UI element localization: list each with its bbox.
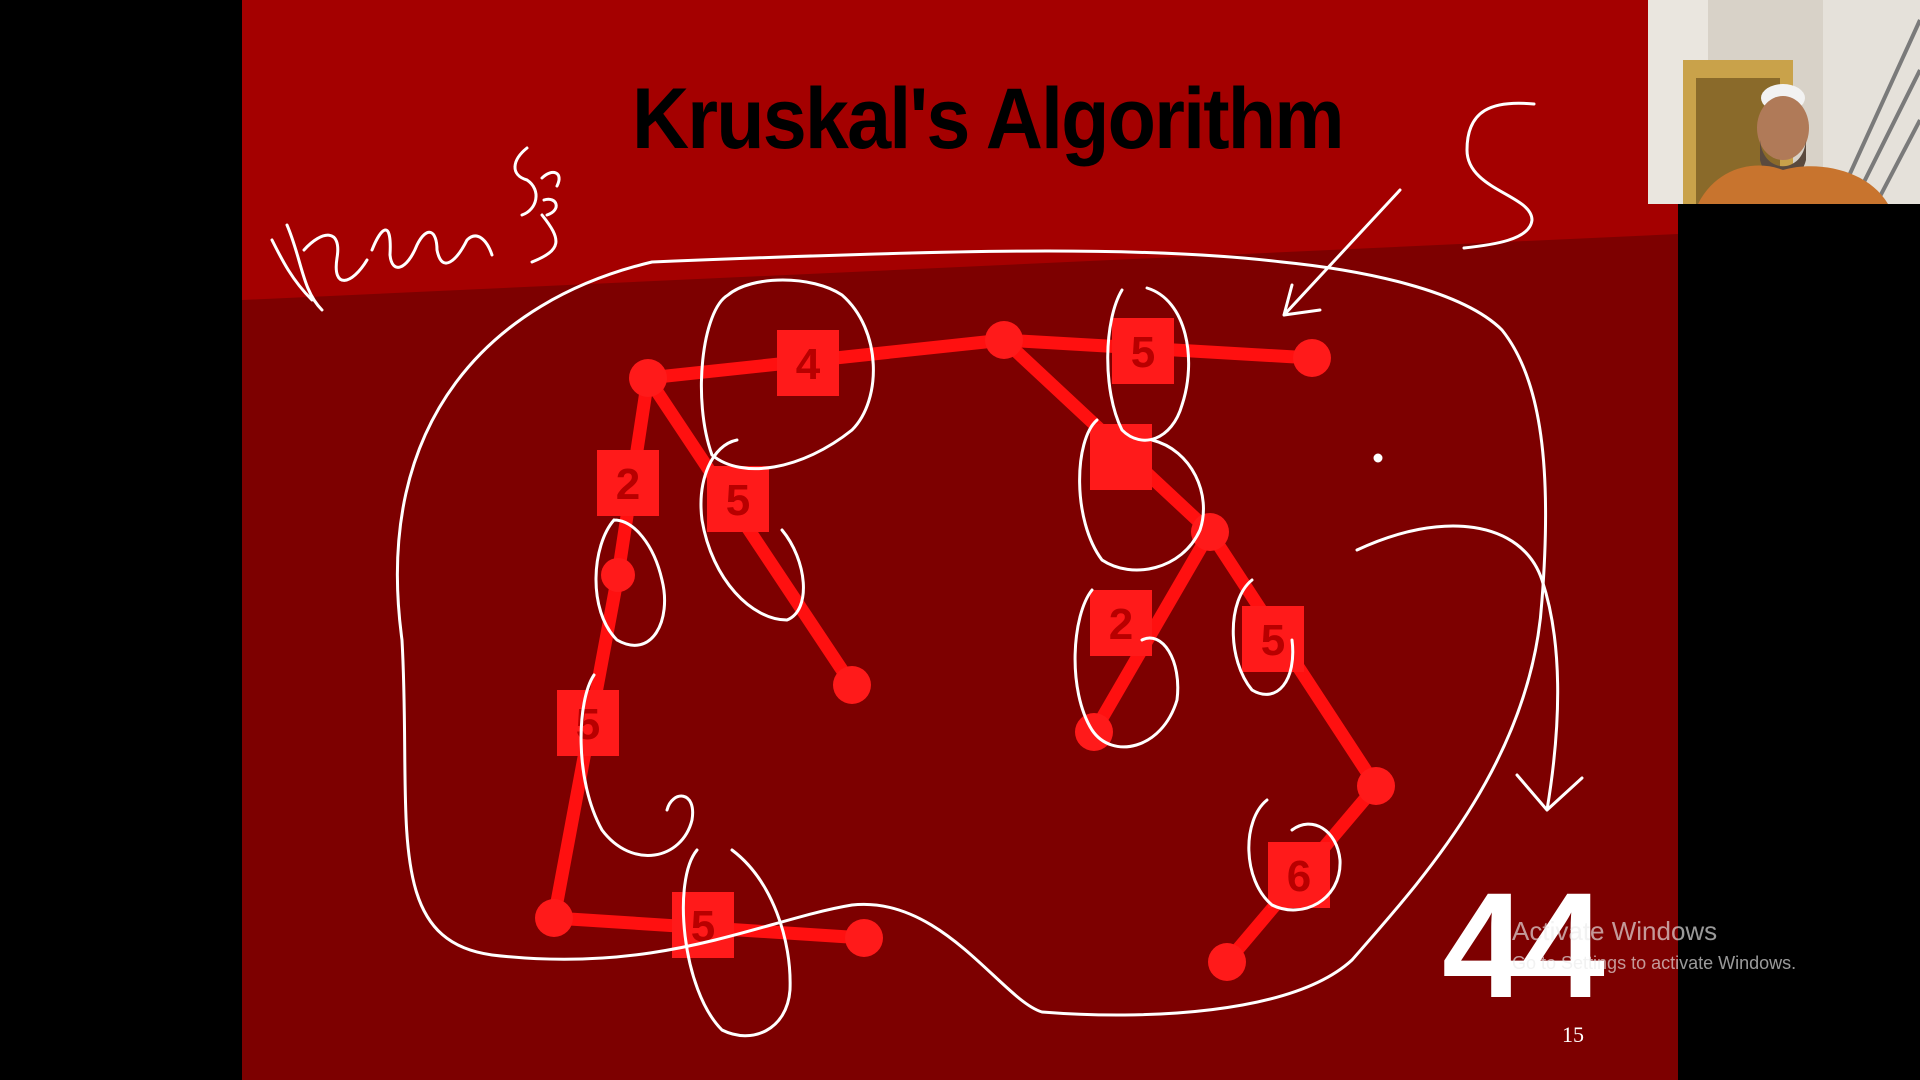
edge-weight-label: 4 bbox=[796, 340, 821, 389]
ink-circle bbox=[1106, 286, 1191, 442]
ink-circle bbox=[681, 848, 792, 1038]
slide-big-number: 44 bbox=[1442, 861, 1605, 1029]
ink-circle bbox=[1247, 798, 1342, 912]
edge-weight-label: 2 bbox=[616, 460, 640, 509]
graph-node bbox=[845, 919, 883, 957]
edge-weight-label: 5 bbox=[576, 700, 600, 749]
edge-weight-label: 5 bbox=[726, 476, 750, 525]
edge-weight-box bbox=[1268, 842, 1330, 908]
graph-node bbox=[833, 666, 871, 704]
ink-annotations bbox=[270, 101, 1584, 1038]
graph-node bbox=[1191, 513, 1229, 551]
ink-scribble bbox=[530, 213, 558, 264]
edge-weight-label: 5 bbox=[1131, 328, 1155, 377]
ink-circle bbox=[1231, 578, 1295, 696]
edge-weight-box bbox=[777, 330, 839, 396]
ink-circle bbox=[1073, 588, 1180, 749]
ink-circle bbox=[1078, 418, 1205, 572]
edge-weight-box bbox=[707, 466, 769, 532]
graph-node bbox=[985, 321, 1023, 359]
watermark-subtitle: Go to Settings to activate Windows. bbox=[1512, 953, 1797, 973]
ink-circle bbox=[579, 673, 695, 857]
ink-circle bbox=[699, 278, 875, 471]
graph-diagram: 4 5 2 5 5 5 2 5 6 bbox=[270, 101, 1584, 1038]
ink-outer-loop bbox=[396, 249, 1548, 1017]
watermark-title: Activate Windows bbox=[1512, 916, 1718, 946]
graph-node bbox=[1208, 943, 1246, 981]
person-webcam-icon bbox=[1648, 0, 1920, 204]
ink-circle bbox=[699, 438, 805, 622]
ink-scribble bbox=[270, 223, 494, 312]
graph-node bbox=[629, 359, 667, 397]
edge-weight-box bbox=[1090, 590, 1152, 656]
webcam-thumbnail[interactable] bbox=[1648, 0, 1920, 204]
graph-node bbox=[1357, 767, 1395, 805]
activate-windows-watermark: Activate Windows Go to Settings to activ… bbox=[1512, 916, 1796, 974]
slide-title: Kruskal's Algorithm bbox=[632, 71, 1345, 167]
ink-curve-arrow bbox=[1355, 524, 1584, 812]
edge-weight-box bbox=[597, 450, 659, 516]
edge-weight-box bbox=[1090, 424, 1152, 490]
ink-dot bbox=[1373, 453, 1383, 463]
edge-weight-box bbox=[557, 690, 619, 756]
graph-node bbox=[601, 558, 635, 592]
presentation-slide: Kruskal's Algorithm bbox=[242, 0, 1678, 1080]
graph-node bbox=[535, 899, 573, 937]
ink-scribble bbox=[513, 146, 561, 217]
slide-page-number: 15 bbox=[1562, 1022, 1584, 1047]
edge-weight-label: 2 bbox=[1109, 600, 1133, 649]
edge-weight-label: 5 bbox=[1261, 616, 1285, 665]
ink-scribble bbox=[1462, 101, 1536, 250]
edge-weight-label: 6 bbox=[1287, 852, 1311, 901]
ink-arrow bbox=[1282, 188, 1402, 317]
ink-circle bbox=[594, 518, 667, 647]
graph-node bbox=[1293, 339, 1331, 377]
edge-weight-box bbox=[1112, 318, 1174, 384]
